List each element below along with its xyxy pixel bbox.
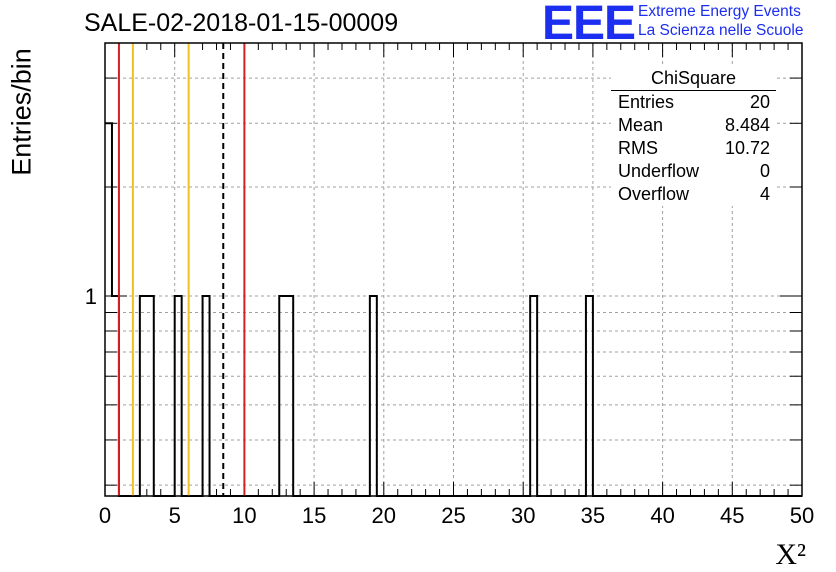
x-tick-labels: 0 5 10 15 20 25 30 35 40 45 50 — [99, 503, 814, 528]
reference-lines — [117, 43, 246, 496]
histogram-bin — [286, 296, 293, 496]
x-tick-label: 20 — [372, 503, 396, 528]
histogram-bin — [203, 296, 210, 496]
stat-label: Mean — [618, 115, 664, 135]
stat-label: Overflow — [618, 184, 690, 204]
x-tick-label: 50 — [790, 503, 814, 528]
stat-value: 0 — [759, 161, 770, 181]
stat-row-rms: RMS 10.72 — [611, 137, 776, 160]
histogram-bin — [530, 296, 537, 496]
histogram-bin — [147, 296, 154, 496]
stat-label: Underflow — [618, 161, 700, 181]
x-tick-label: 35 — [581, 503, 605, 528]
histogram-bin — [140, 296, 147, 496]
x-tick-label: 25 — [441, 503, 465, 528]
plot-border — [104, 42, 803, 497]
histogram-bin — [112, 296, 119, 496]
stat-value: 20 — [749, 92, 770, 112]
histogram-bin — [279, 296, 286, 496]
y-tick-label: 1 — [85, 284, 97, 309]
stats-box: ChiSquare Entries 20 Mean 8.484 RMS 10.7… — [611, 67, 776, 206]
x-tick-label: 45 — [720, 503, 744, 528]
grid-lines — [105, 43, 802, 496]
x-tick-label: 0 — [99, 503, 111, 528]
histogram-bin — [586, 296, 593, 496]
x-tick-label: 40 — [650, 503, 674, 528]
stat-label: Entries — [618, 92, 675, 112]
x-axis-label: X² — [775, 538, 806, 571]
x-tick-label: 15 — [302, 503, 326, 528]
stat-row-mean: Mean 8.484 — [611, 114, 776, 137]
x-tick-label: 10 — [232, 503, 256, 528]
histogram-bin — [175, 296, 182, 496]
x-tick-label: 5 — [169, 503, 181, 528]
stat-value: 4 — [759, 184, 770, 204]
stat-row-entries: Entries 20 — [611, 91, 776, 114]
stat-label: RMS — [618, 138, 658, 158]
x-tick-label: 30 — [511, 503, 535, 528]
stat-value: 10.72 — [724, 138, 770, 158]
chart-title: SALE-02-2018-01-15-00009 — [84, 9, 399, 37]
y-tick-labels: 1 — [85, 284, 97, 309]
y-axis-label: Entries/bin — [6, 48, 37, 176]
stat-row-underflow: Underflow 0 — [611, 160, 776, 183]
stats-title: ChiSquare — [611, 67, 776, 91]
plot-frame — [104, 42, 803, 497]
stat-value: 8.484 — [724, 115, 770, 135]
org-name-line2: La Scienza nelle Scuole — [638, 22, 804, 39]
stat-row-overflow: Overflow 4 — [611, 183, 776, 206]
eee-logo: EEE — [542, 0, 636, 50]
histogram-bin — [370, 296, 377, 496]
org-name-line1: Extreme Energy Events — [638, 3, 801, 20]
